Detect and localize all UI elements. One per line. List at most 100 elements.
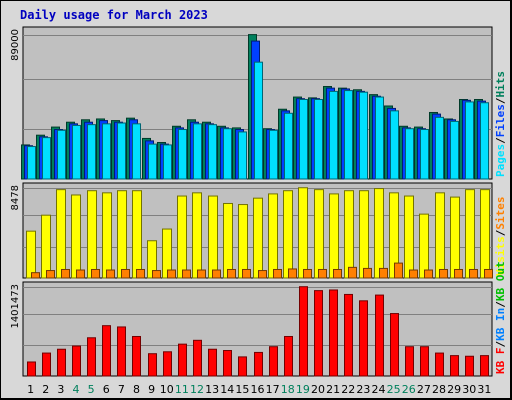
bottom-bar-kb-f	[223, 350, 232, 377]
x-tick-label: 26	[402, 383, 416, 396]
top-bar-pages	[238, 131, 247, 180]
top-bar-pages	[208, 124, 217, 180]
legend-item: Pages	[494, 144, 507, 177]
middle-bar-visits	[329, 193, 339, 279]
middle-bar-sites	[197, 269, 206, 279]
middle-bar-visits	[404, 195, 414, 279]
x-tick-label: 3	[57, 383, 64, 396]
middle-bar-sites	[136, 268, 145, 279]
top-bar-pages	[148, 143, 157, 180]
x-tick-label: 18	[281, 383, 295, 396]
bottom-bar-kb-f	[238, 356, 247, 377]
x-tick-label: 6	[103, 383, 110, 396]
x-tick-label: 15	[235, 383, 249, 396]
top-bar-pages	[375, 96, 384, 180]
bottom-bar-kb-f	[57, 348, 66, 377]
top-bar-pages	[27, 146, 36, 180]
middle-bar-sites	[182, 269, 191, 279]
middle-bar-sites	[273, 268, 282, 279]
middle-bar-visits	[268, 193, 278, 279]
x-tick-label: 24	[372, 383, 386, 396]
middle-bar-sites	[318, 268, 327, 279]
middle-bar-visits	[344, 190, 354, 279]
middle-legend: Visits/Sites	[494, 197, 507, 277]
middle-bar-visits	[450, 196, 460, 279]
middle-bar-visits	[480, 189, 490, 279]
x-tick-label: 20	[311, 383, 325, 396]
middle-bar-visits	[192, 192, 202, 279]
middle-bar-sites	[61, 268, 70, 279]
middle-bar-sites	[484, 268, 493, 279]
x-tick-label: 13	[205, 383, 219, 396]
top-bar-pages	[42, 137, 51, 180]
middle-bar-sites	[333, 268, 342, 279]
bottom-bar-kb-f	[359, 300, 368, 377]
top-bar-pages	[299, 98, 308, 180]
bottom-bar-kb-f	[269, 346, 278, 377]
x-tick-label: 31	[477, 383, 491, 396]
legend-separator: /	[494, 97, 507, 104]
middle-bar-visits	[298, 187, 308, 279]
x-tick-label: 2	[42, 383, 49, 396]
bottom-bar-kb-f	[375, 294, 384, 377]
bottom-bar-kb-f	[480, 355, 489, 377]
x-tick-label: 28	[432, 383, 446, 396]
top-legend: Pages/Files/Hits	[494, 71, 507, 177]
middle-bar-visits	[208, 195, 218, 279]
bottom-bar-kb-f	[344, 293, 353, 377]
top-bar-pages	[117, 122, 126, 180]
middle-bar-sites	[212, 269, 221, 279]
x-tick-label: 17	[266, 383, 280, 396]
bottom-bar-kb-f	[117, 326, 126, 377]
top-bar-pages	[254, 61, 263, 180]
chart-title: Daily usage for March 2023	[20, 8, 208, 22]
x-tick-label: 5	[88, 383, 95, 396]
middle-bar-visits	[41, 214, 51, 279]
middle-bar-sites	[46, 270, 55, 279]
x-tick-label: 25	[387, 383, 401, 396]
x-tick-label: 9	[148, 383, 155, 396]
middle-bar-visits	[419, 213, 429, 279]
middle-bar-sites	[363, 267, 372, 279]
middle-bar-visits	[359, 190, 369, 279]
middle-bar-sites	[439, 268, 448, 279]
x-tick-label: 10	[160, 383, 174, 396]
top-bar-pages	[178, 129, 187, 180]
bottom-bar-kb-f	[193, 339, 202, 377]
top-ymax-label: 89000	[10, 29, 21, 61]
top-bar-pages	[57, 129, 66, 180]
top-bar-pages	[480, 102, 489, 180]
x-tick-label: 16	[251, 383, 265, 396]
bottom-bar-kb-f	[435, 352, 444, 377]
middle-bar-sites	[303, 268, 312, 279]
middle-bar-visits	[71, 194, 81, 279]
bottom-bar-kb-f	[390, 313, 399, 377]
x-tick-label: 11	[175, 383, 189, 396]
bottom-bar-kb-f	[450, 355, 459, 377]
top-bar-pages	[465, 101, 474, 180]
middle-bar-visits	[87, 190, 97, 279]
top-bar-pages	[193, 123, 202, 180]
bottom-bar-kb-f	[87, 337, 96, 377]
middle-bar-sites	[288, 268, 297, 279]
middle-bar-sites	[76, 269, 85, 279]
legend-item: Sites	[494, 197, 507, 230]
top-bar-pages	[87, 124, 96, 180]
middle-bar-sites	[91, 268, 100, 279]
x-tick-label: 7	[118, 383, 125, 396]
x-tick-label: 19	[296, 383, 310, 396]
top-bar-pages	[405, 128, 414, 180]
x-tick-label: 4	[72, 383, 79, 396]
x-tick-label: 21	[326, 383, 340, 396]
bottom-bar-kb-f	[132, 335, 141, 377]
legend-item: Hits	[494, 71, 507, 98]
legend-item: KB Out	[494, 261, 507, 301]
bottom-bar-kb-f	[329, 289, 338, 377]
top-bar-pages	[390, 110, 399, 180]
legend-item: Visits	[494, 236, 507, 276]
middle-bar-visits	[253, 197, 263, 279]
bottom-bar-kb-f	[42, 352, 51, 377]
bottom-bar-kb-f	[314, 290, 323, 377]
middle-bar-visits	[102, 192, 112, 279]
legend-separator: /	[494, 137, 507, 144]
